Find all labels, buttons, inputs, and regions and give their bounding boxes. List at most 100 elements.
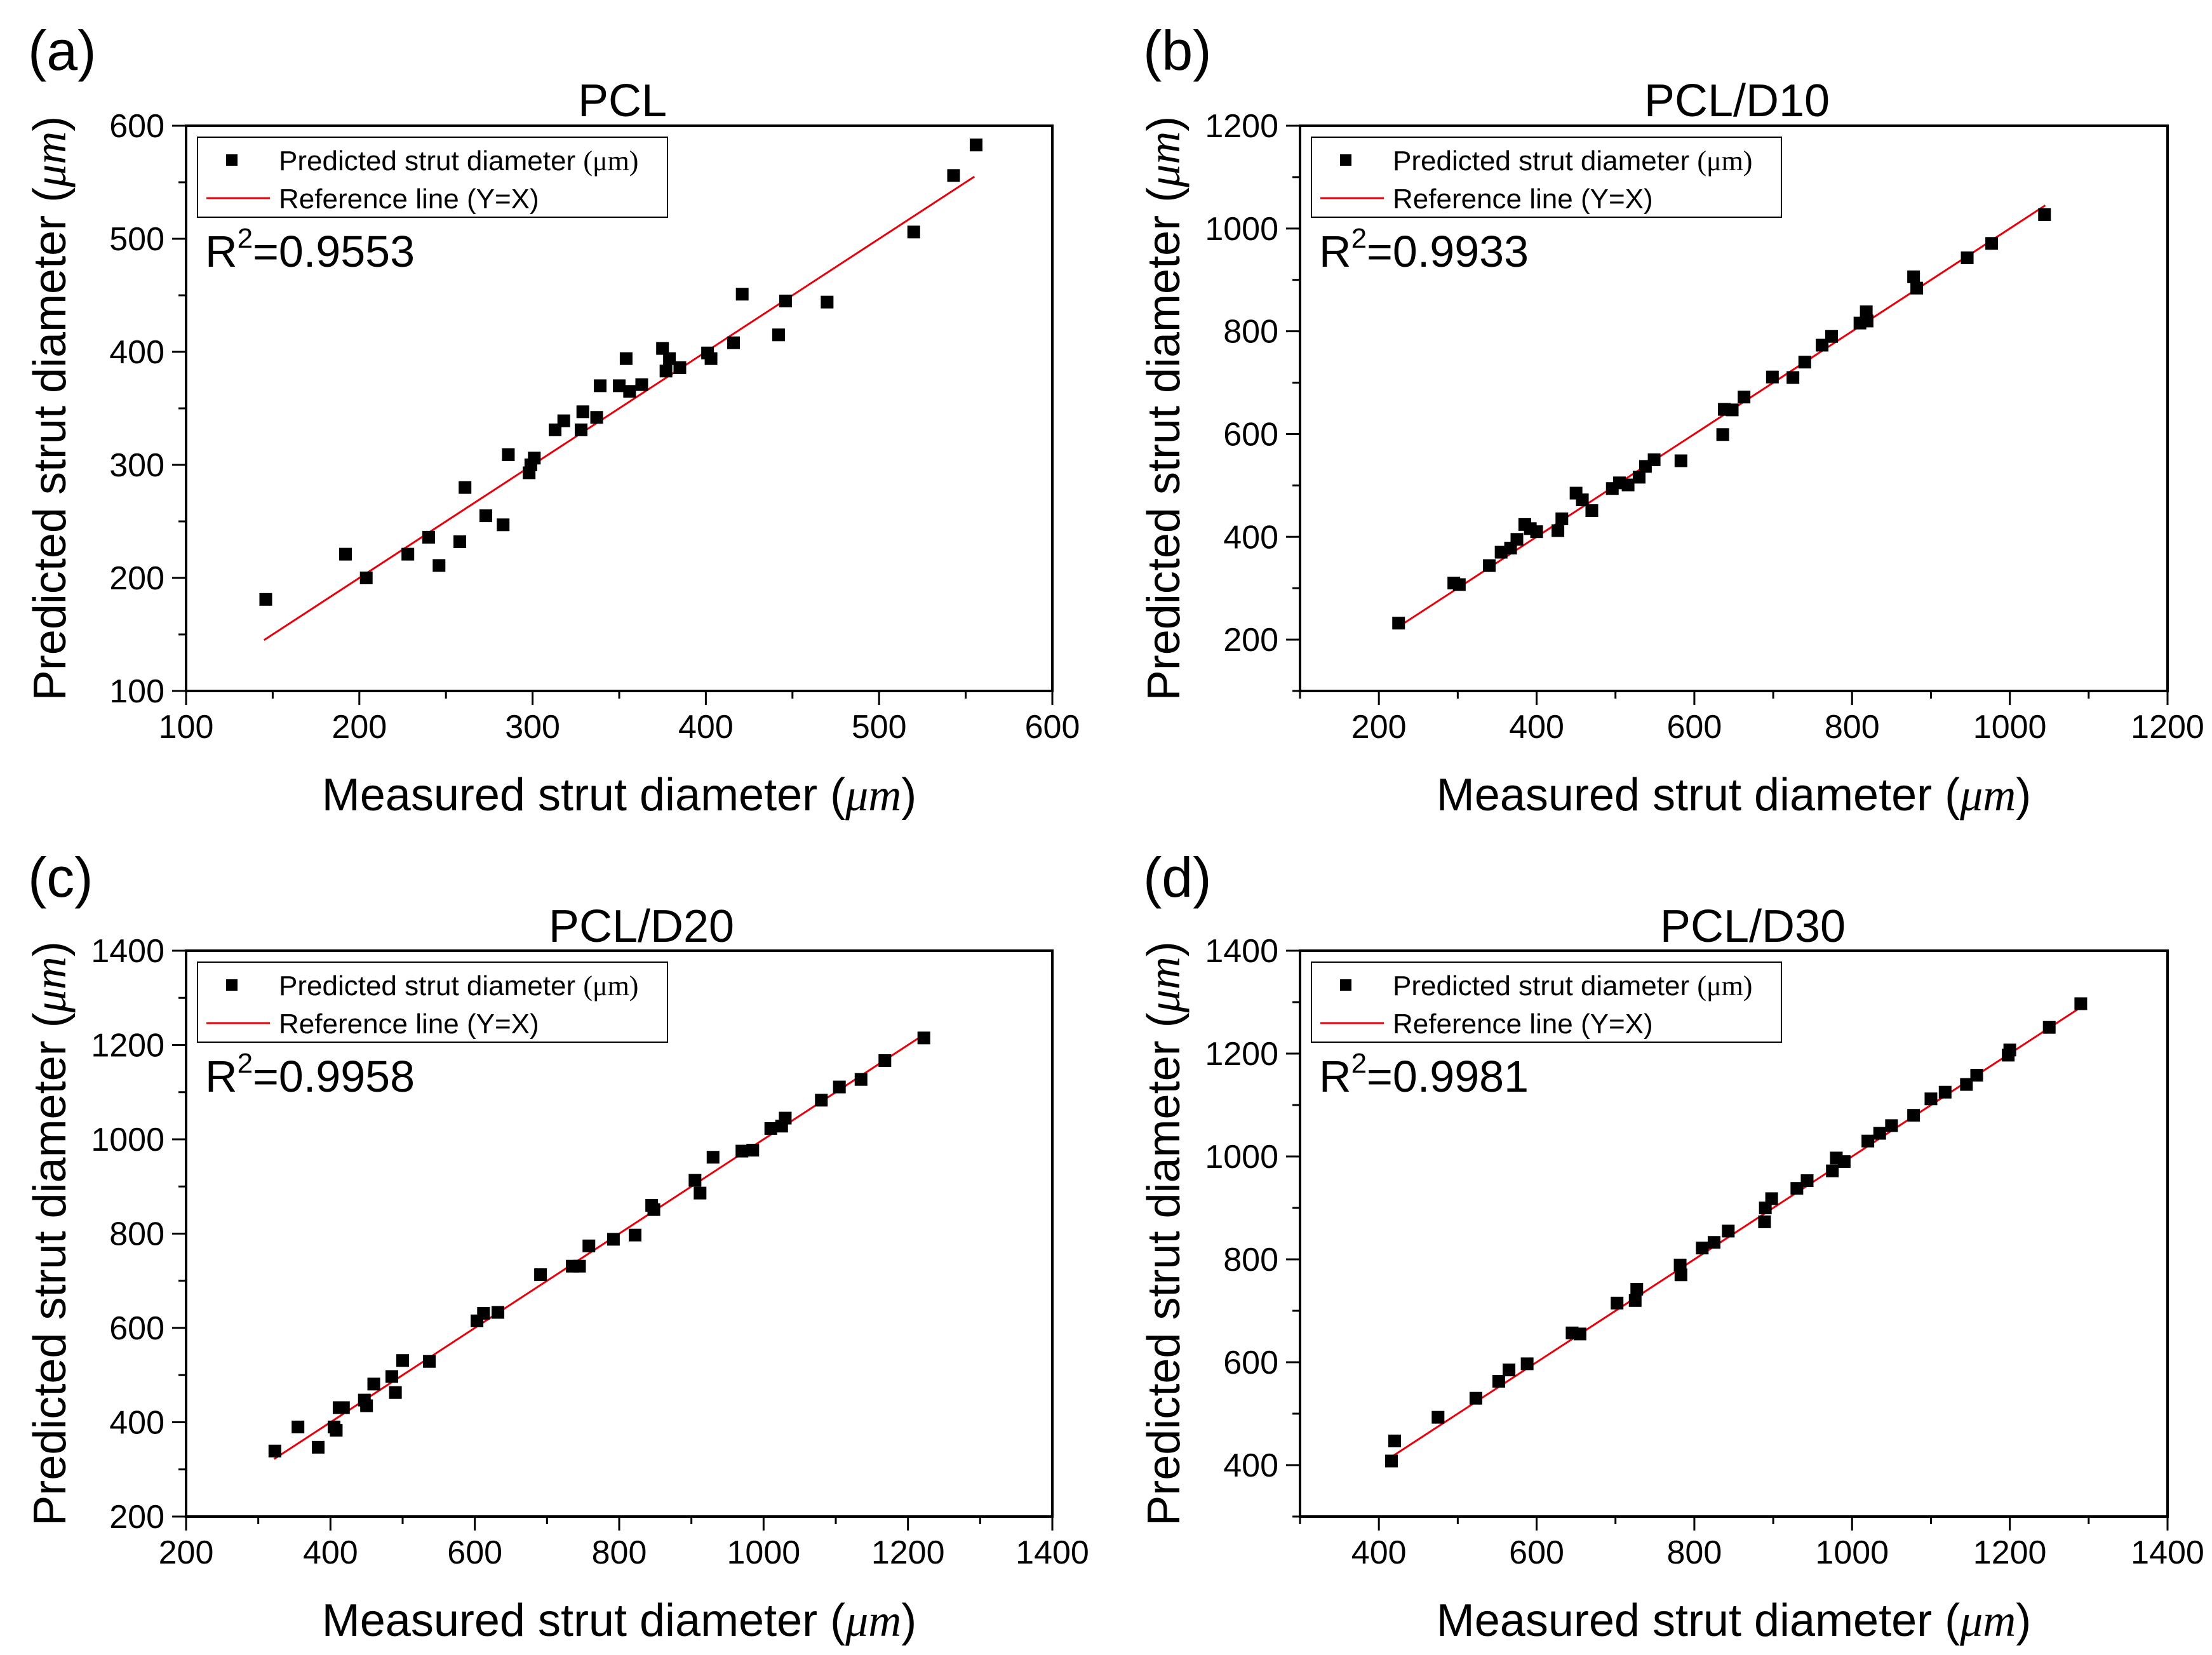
x-tick-label: 400: [303, 1534, 358, 1571]
data-point: [878, 1054, 892, 1068]
data-point: [330, 1424, 343, 1437]
y-tick-label: 100: [109, 673, 164, 710]
data-point: [706, 1151, 720, 1164]
data-point: [492, 1306, 505, 1319]
data-point: [1873, 1127, 1886, 1140]
plot-frame: [1299, 949, 2169, 1518]
y-tick-label: 200: [109, 560, 164, 597]
data-point: [1738, 391, 1751, 404]
data-point: [947, 169, 960, 182]
data-point: [854, 1073, 868, 1086]
data-point: [1786, 371, 1800, 384]
y-tick-label: 1000: [1205, 1139, 1278, 1176]
x-tick-label: 1200: [1973, 1534, 2047, 1571]
legend-box: [1311, 962, 1782, 1043]
y-axis-label: Predicted strut diameter (μm): [25, 941, 76, 1525]
data-point: [917, 1031, 930, 1045]
data-point: [1765, 1192, 1778, 1205]
y-tick-label: 600: [1223, 416, 1278, 453]
data-point: [2042, 1021, 2056, 1034]
x-axis-label: Measured strut diameter (μm): [1437, 770, 2031, 821]
chart-title: PCL/D10: [1644, 76, 1830, 126]
y-tick-label: 400: [109, 1405, 164, 1442]
data-point: [779, 1111, 792, 1125]
data-point: [659, 365, 673, 378]
data-point: [1492, 1374, 1505, 1388]
r-squared-label: R2=0.9553: [205, 223, 415, 276]
data-point: [1611, 1296, 1624, 1310]
data-point: [534, 1268, 547, 1282]
data-point: [1632, 471, 1646, 484]
data-point: [1938, 1085, 1952, 1099]
data-point: [497, 518, 510, 532]
r-squared-label: R2=0.9981: [1319, 1048, 1529, 1101]
data-point: [647, 1203, 660, 1216]
data-point: [1970, 1069, 1983, 1082]
data-point: [1766, 370, 1779, 384]
data-point: [396, 1354, 409, 1367]
data-point: [1673, 1258, 1687, 1271]
data-point: [815, 1094, 828, 1107]
data-point: [1924, 1092, 1938, 1106]
data-point: [1483, 559, 1496, 572]
data-point: [1530, 525, 1543, 539]
data-point: [779, 294, 792, 307]
data-point: [1469, 1391, 1482, 1405]
y-tick-label: 400: [1223, 1447, 1278, 1484]
data-point: [656, 342, 669, 355]
data-point: [694, 1186, 707, 1200]
x-tick-label: 300: [505, 709, 560, 746]
y-tick-label: 200: [109, 1499, 164, 1536]
x-tick-label: 500: [852, 709, 907, 746]
x-tick-label: 600: [1025, 709, 1080, 746]
x-tick-label: 1000: [1815, 1534, 1889, 1571]
data-point: [688, 1174, 702, 1187]
data-point: [422, 530, 435, 544]
y-tick-label: 600: [109, 108, 164, 145]
data-point: [1861, 1134, 1875, 1148]
data-point: [259, 593, 272, 606]
legend-line-label: Reference line (Y=X): [279, 184, 539, 215]
data-point: [423, 1355, 436, 1368]
data-point: [1722, 1224, 1735, 1238]
y-axis-label: Predicted strut diameter (μm): [25, 116, 76, 700]
data-point: [1837, 1155, 1851, 1169]
data-point: [1385, 1454, 1398, 1468]
data-point: [1800, 1174, 1814, 1188]
y-tick-label: 500: [109, 221, 164, 258]
axis-ticks: 200 400 600 800 1000 1200 200 400 600 800 1000 1200: [1205, 108, 2204, 746]
data-point: [1431, 1410, 1445, 1424]
data-point: [1910, 281, 1924, 295]
panel-label: (c): [28, 846, 93, 909]
axis-ticks: 100 200 300 400 500 600 100 200 300 400 500 600: [109, 108, 1080, 746]
data-point: [1576, 493, 1589, 507]
data-point: [573, 1259, 586, 1273]
data-point: [574, 423, 587, 436]
x-tick-label: 1400: [2131, 1534, 2204, 1571]
x-tick-label: 400: [678, 709, 734, 746]
data-point: [735, 288, 749, 301]
data-point: [582, 1239, 596, 1252]
data-point: [502, 448, 515, 461]
x-tick-label: 1000: [1973, 709, 2047, 746]
legend-box: [197, 962, 668, 1043]
data-point: [1674, 454, 1687, 467]
data-point: [2003, 1043, 2016, 1057]
x-tick-label: 1200: [871, 1534, 945, 1571]
legend: Predicted strut diameter (μm) Reference …: [1311, 962, 1782, 1043]
data-point: [528, 452, 541, 465]
data-point: [704, 352, 718, 365]
data-point: [359, 572, 373, 584]
y-tick-label: 1000: [1205, 211, 1278, 248]
data-point: [635, 378, 648, 391]
data-point: [590, 411, 603, 424]
legend-box: [197, 137, 668, 218]
data-point: [1510, 533, 1524, 546]
data-point: [1628, 1294, 1642, 1307]
data-point: [367, 1377, 380, 1391]
axis-ticks: 200 400 600 800 1000 1200 1400 200 400 600 800 1000…: [91, 933, 1089, 1571]
legend-marker-label: Predicted strut diameter (μm): [1393, 970, 1752, 1002]
legend-marker-icon: [226, 154, 238, 166]
legend-marker-icon: [226, 979, 238, 991]
x-tick-label: 1200: [2131, 709, 2204, 746]
